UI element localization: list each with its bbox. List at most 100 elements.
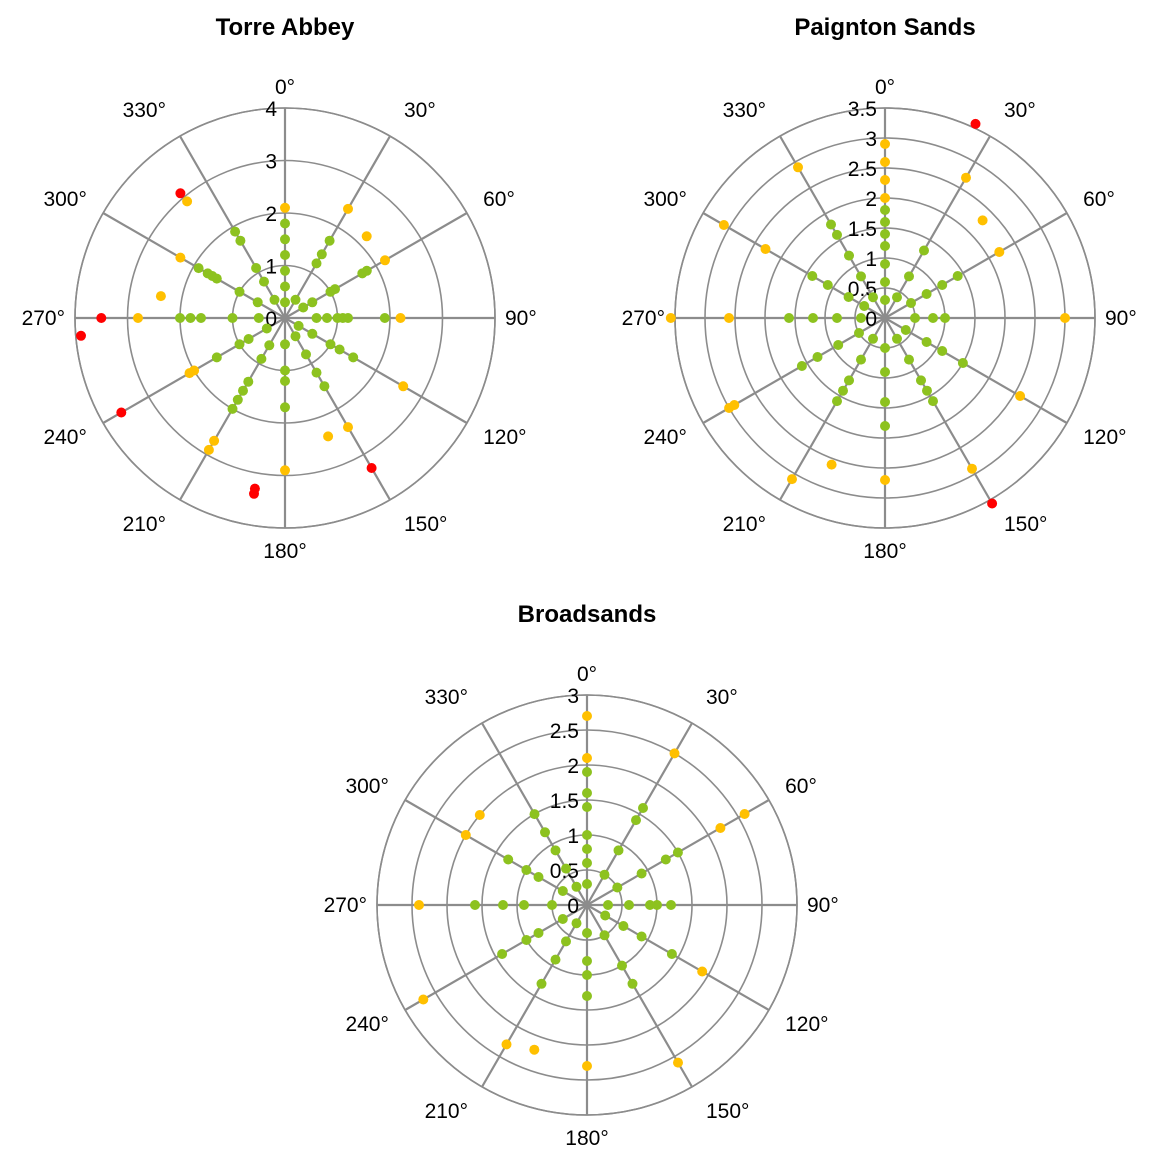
data-point-orange <box>395 313 406 323</box>
data-point-green <box>330 284 340 295</box>
data-point-orange <box>280 202 290 213</box>
data-point-orange <box>718 220 729 230</box>
data-point-green <box>227 313 238 323</box>
angle-tick-label: 210° <box>723 513 766 536</box>
spoke-line <box>884 135 991 319</box>
data-point-green <box>316 249 327 260</box>
data-point-green <box>916 375 926 386</box>
data-point-green <box>550 845 561 856</box>
data-point-green <box>672 847 683 858</box>
data-point-green <box>290 331 301 342</box>
data-point-green <box>603 900 613 910</box>
data-point-orange <box>398 381 409 392</box>
data-point-green <box>280 297 290 308</box>
data-point-green <box>290 294 301 305</box>
data-point-green <box>937 280 948 290</box>
data-point-green <box>571 918 582 929</box>
data-point-green <box>900 325 911 335</box>
data-point-orange <box>880 157 890 167</box>
data-point-green <box>844 250 854 261</box>
data-point-orange <box>715 823 726 833</box>
angle-tick-label: 90° <box>505 307 537 330</box>
data-point-green <box>175 313 185 323</box>
data-point-orange <box>582 711 592 721</box>
data-point-green <box>838 385 848 396</box>
data-point-orange <box>182 196 193 207</box>
data-point-green <box>880 259 890 269</box>
data-point-orange <box>529 1044 540 1055</box>
data-point-green <box>868 333 878 344</box>
data-point-orange <box>209 435 220 446</box>
data-point-green <box>238 385 248 396</box>
data-point-green <box>904 271 914 282</box>
data-point-orange <box>967 463 977 474</box>
radial-tick-label: 1.5 <box>848 218 877 241</box>
angle-tick-label: 60° <box>785 775 817 798</box>
data-point-green <box>880 229 890 239</box>
data-point-green <box>582 788 592 798</box>
angle-tick-label: 150° <box>404 513 447 536</box>
data-point-green <box>826 219 836 230</box>
data-point-orange <box>184 368 195 379</box>
radial-tick-label: 1 <box>865 248 877 271</box>
data-point-green <box>957 358 968 368</box>
data-point-green <box>234 286 245 297</box>
radial-tick-label: 1 <box>265 256 277 279</box>
angle-tick-label: 120° <box>785 1013 828 1036</box>
data-point-green <box>880 277 890 287</box>
data-point-green <box>261 323 272 334</box>
data-point-green <box>627 978 638 989</box>
data-point-green <box>880 343 890 353</box>
data-point-green <box>582 767 592 777</box>
spoke-line <box>404 799 588 906</box>
data-point-green <box>301 349 311 360</box>
data-point-green <box>529 809 540 820</box>
angle-tick-label: 210° <box>425 1100 468 1123</box>
data-point-green <box>652 900 662 910</box>
data-point-green <box>822 280 833 290</box>
data-point-green <box>521 865 532 875</box>
data-point-green <box>202 268 213 279</box>
data-point-orange <box>460 830 471 840</box>
data-point-orange <box>1015 391 1026 401</box>
data-point-orange <box>793 162 803 173</box>
data-point-green <box>666 949 677 959</box>
data-point-green <box>582 858 592 868</box>
data-point-green <box>812 352 823 362</box>
data-point-green <box>557 886 568 896</box>
radial-tick-label: 3 <box>865 128 877 151</box>
radial-tick-label: 2 <box>567 755 579 778</box>
data-point-green <box>582 879 592 889</box>
angle-tick-label: 240° <box>643 426 686 449</box>
polar-chart-broadsands: Broadsands 0° 30° 60° 90° 120° 150° 180° 210° 240… <box>324 601 839 1150</box>
radial-tick-label: 4 <box>265 98 277 121</box>
radial-tick-label: 0 <box>865 308 877 331</box>
data-point-green <box>533 872 544 882</box>
data-point-green <box>921 337 932 347</box>
data-point-green <box>892 333 902 344</box>
angle-tick-label: 90° <box>1105 307 1137 330</box>
angle-tick-label: 300° <box>43 188 86 211</box>
spoke-line <box>779 317 886 501</box>
data-point-green <box>343 313 353 323</box>
data-point-green <box>322 313 332 323</box>
data-point-green <box>784 313 794 323</box>
data-point-orange <box>474 810 485 820</box>
data-point-orange <box>669 748 680 759</box>
data-point-green <box>307 328 318 339</box>
angle-tick-label: 0° <box>275 76 295 99</box>
data-point-red <box>175 188 186 199</box>
data-point-orange <box>414 900 424 910</box>
data-point-green <box>561 936 571 947</box>
angle-tick-label: 0° <box>577 663 597 686</box>
data-point-green <box>253 313 264 323</box>
data-point-green <box>854 328 864 338</box>
data-point-green <box>856 313 866 323</box>
data-point-green <box>613 845 624 856</box>
data-point-orange <box>665 313 676 323</box>
data-point-green <box>230 226 241 237</box>
angle-tick-label: 270° <box>622 307 665 330</box>
data-point-green <box>904 354 914 365</box>
data-point-green <box>227 403 238 414</box>
data-point-green <box>582 970 592 980</box>
